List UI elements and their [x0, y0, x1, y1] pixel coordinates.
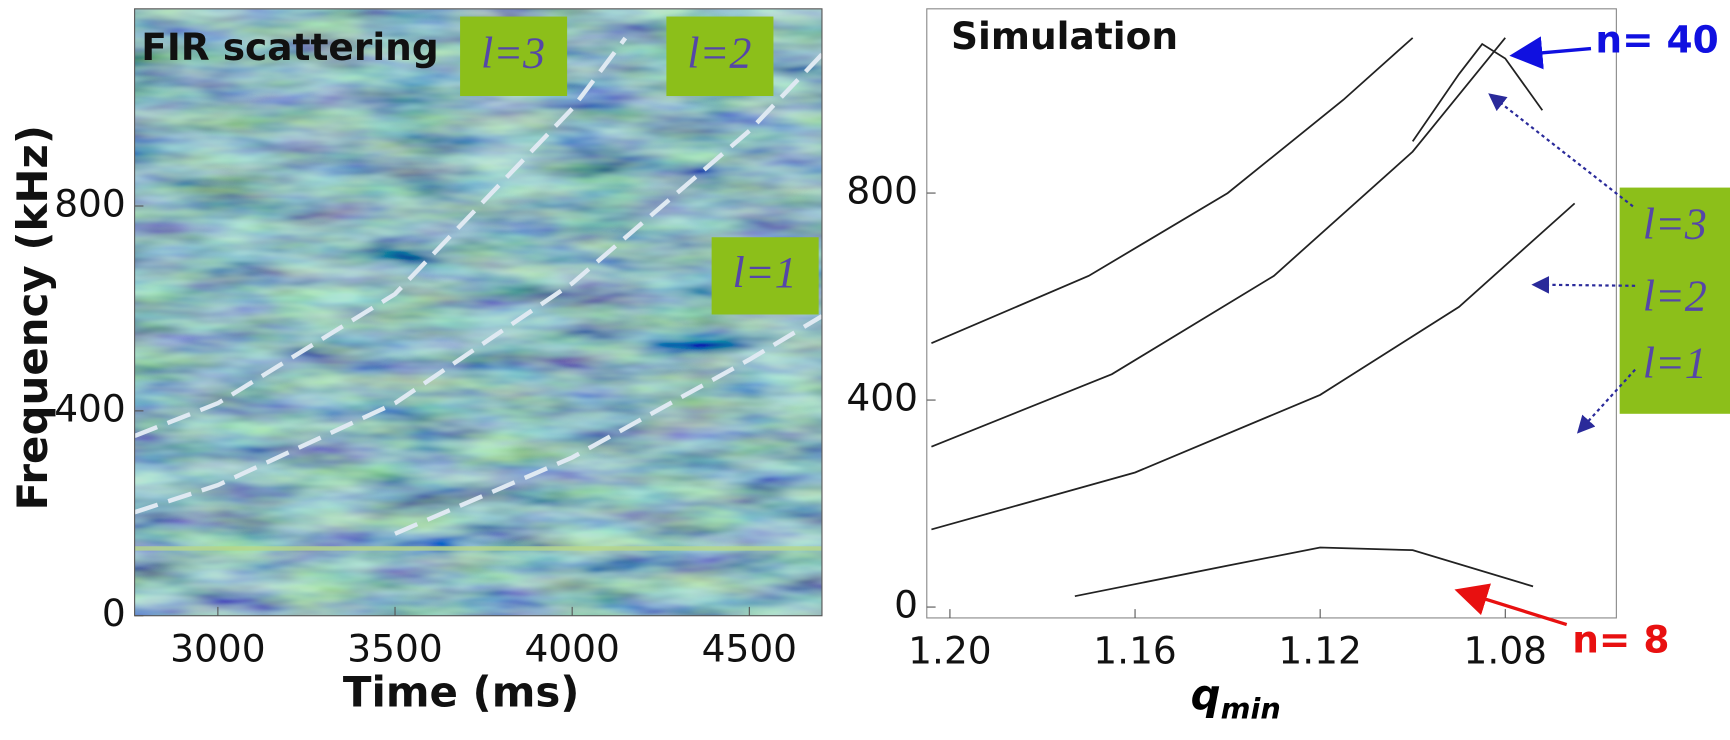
- mode-label: l=2: [687, 29, 751, 78]
- mode-box: [460, 16, 568, 96]
- mode-curve: [931, 37, 1506, 448]
- x-axis-label-sub: min: [1221, 692, 1281, 726]
- x-tick-label: 1.20: [908, 629, 991, 673]
- x-tick-label: 3500: [347, 627, 442, 671]
- x-tick-label: 1.16: [1093, 629, 1176, 673]
- mode-curve: [931, 202, 1576, 531]
- x-tick-label: 4500: [702, 627, 797, 671]
- mode-curve: [931, 37, 1414, 344]
- mode-curve: [1411, 42, 1544, 142]
- spectrogram-texture: [134, 8, 822, 616]
- mode-box: [666, 16, 774, 96]
- dashed-mode-line: [134, 36, 628, 439]
- annotation: n= 40: [1595, 17, 1718, 61]
- x-tick-label: 4000: [524, 627, 619, 671]
- right-frame: [926, 8, 1617, 619]
- x-axis-label-main: q: [1191, 670, 1221, 719]
- mode-label: l=1: [733, 248, 797, 297]
- y-tick-label: 0: [894, 583, 918, 627]
- right-title: Simulation: [951, 14, 1178, 58]
- dashed-mode-line: [134, 52, 822, 515]
- mode-label: l=1: [1643, 339, 1707, 388]
- y-tick-label: 800: [846, 169, 918, 213]
- arrow: [1576, 368, 1636, 434]
- arrow: [1454, 583, 1568, 627]
- arrow: [1509, 36, 1592, 70]
- x-tick-label: 3000: [170, 627, 265, 671]
- y-tick-label: 400: [846, 376, 918, 420]
- mode-box: [711, 237, 819, 315]
- x-axis-label: qmin: [1191, 670, 1281, 726]
- y-axis-label: Frequency (kHz): [8, 125, 57, 511]
- mode-label: l=3: [1643, 200, 1707, 249]
- right-plot: [931, 37, 1576, 598]
- left-plot: [134, 36, 822, 536]
- mode-label: l=2: [1643, 271, 1707, 320]
- simulation-background: [926, 8, 1617, 618]
- x-axis-label: Time (ms): [343, 668, 580, 717]
- x-tick-label: 1.08: [1464, 629, 1547, 673]
- y-tick-label: 400: [54, 386, 126, 430]
- y-tick-label: 0: [102, 591, 126, 635]
- mode-label: l=3: [481, 29, 545, 78]
- mode-curve: [1074, 546, 1534, 598]
- dashed-mode-line: [394, 314, 822, 536]
- y-tick-label: 800: [54, 182, 126, 226]
- left-frame: [134, 8, 823, 617]
- x-tick-label: 1.12: [1278, 629, 1361, 673]
- left-title: FIR scattering: [141, 25, 439, 69]
- mode-box: [1619, 187, 1730, 414]
- annotation: n= 8: [1572, 618, 1669, 662]
